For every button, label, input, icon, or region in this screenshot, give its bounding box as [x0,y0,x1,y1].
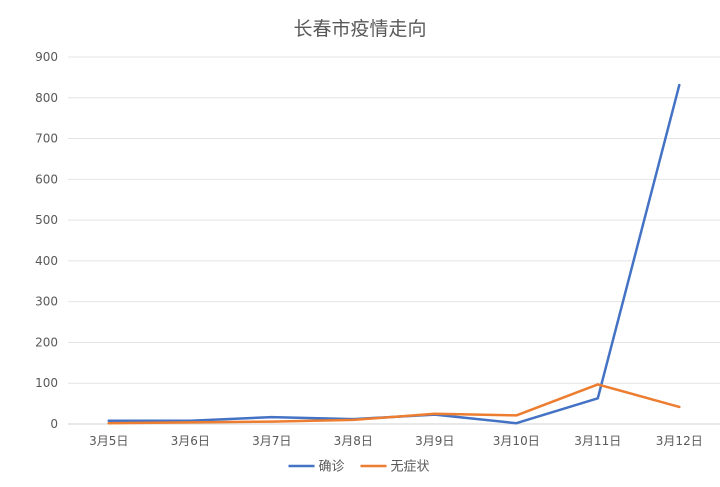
gridlines [68,56,720,425]
data-point [515,414,518,417]
data-point [515,421,518,425]
series-line [107,383,681,425]
x-tick-label: 3月6日 [171,434,210,448]
legend: 确诊 无症状 [288,460,430,475]
data-point [596,397,599,400]
series-line [107,83,681,425]
data-point [678,405,681,409]
legend-label: 无症状 [391,460,430,475]
x-axis: 3月5日 3月6日 3月7日 3月8日 3月9日 3月10日 3月11日 3月12日 [89,434,703,448]
x-tick-label: 3月11日 [574,434,621,448]
y-tick-label: 0 [50,417,58,431]
y-tick-label: 100 [35,376,58,390]
x-tick-label: 3月8日 [334,434,373,448]
y-tick-label: 200 [35,335,58,349]
x-tick-label: 3月9日 [415,434,454,448]
data-point [352,418,355,422]
y-tick-label: 900 [35,50,58,64]
data-point [107,419,110,422]
data-point [433,412,436,416]
data-point [678,83,681,87]
chart-title: 长春市疫情走向 [293,18,427,40]
y-tick-label: 600 [35,172,58,186]
y-tick-label: 300 [35,295,58,309]
x-tick-label: 3月10日 [493,434,540,448]
data-point [107,421,110,425]
y-tick-label: 700 [35,132,58,146]
data-point [270,420,273,423]
data-point [270,415,273,419]
legend-label: 确诊 [319,460,345,475]
x-tick-label: 3月5日 [89,434,128,448]
data-point [596,383,599,386]
x-tick-label: 3月12日 [656,434,703,448]
data-point [189,421,192,424]
x-tick-label: 3月7日 [252,434,291,448]
y-tick-label: 400 [35,254,58,268]
y-tick-label: 800 [35,91,58,105]
series-lines [107,83,681,425]
y-tick-label: 500 [35,213,58,227]
y-axis: 0 100 200 300 400 500 600 700 800 900 [35,50,58,431]
